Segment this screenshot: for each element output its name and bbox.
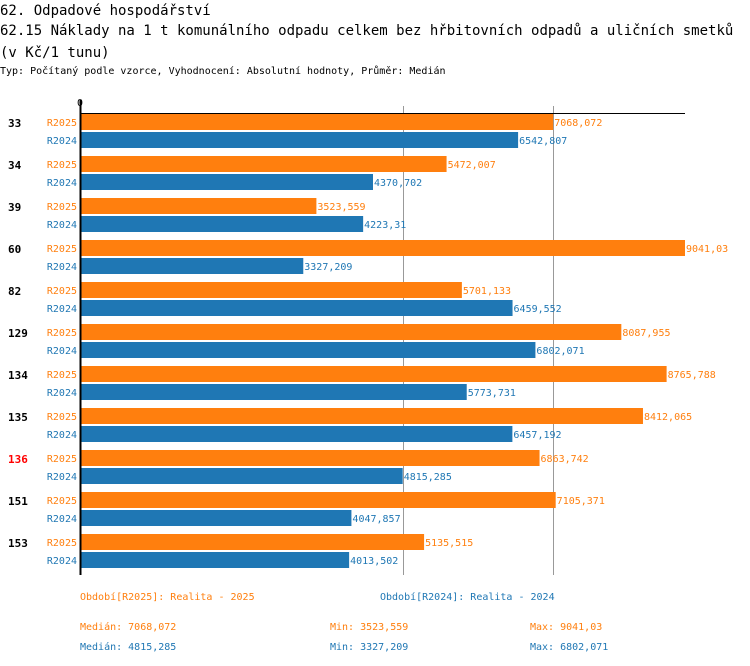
series-label: R2025	[47, 412, 77, 423]
legend-r2024: Období[R2024]: Realita - 2024	[380, 592, 555, 603]
value-label: 7068,072	[554, 118, 602, 129]
chart-title: 62.15 Náklady na 1 t komunálního odpadu …	[0, 23, 734, 61]
category-label: 136	[8, 453, 28, 466]
category-label: 135	[8, 411, 28, 424]
series-label: R2025	[47, 202, 77, 213]
bar-r2024	[81, 132, 519, 148]
series-label: R2024	[47, 556, 77, 567]
series-label: R2025	[47, 538, 77, 549]
category-label: 129	[8, 327, 28, 340]
bar-r2025	[81, 198, 317, 214]
bar-r2025	[81, 114, 554, 130]
series-label: R2025	[47, 118, 77, 129]
bar-r2025	[81, 240, 685, 256]
series-label: R2025	[47, 328, 77, 339]
chart-subtitle: Typ: Počítaný podle vzorce, Vyhodnocení:…	[0, 66, 446, 77]
value-label: 4223,31	[364, 220, 406, 231]
bar-r2025	[81, 450, 540, 466]
series-label: R2024	[47, 178, 77, 189]
series-label: R2024	[47, 388, 77, 399]
series-label: R2024	[47, 136, 77, 147]
bar-r2025	[81, 408, 643, 424]
value-label: 4013,502	[350, 556, 398, 567]
value-label: 4047,857	[352, 514, 400, 525]
max-r2025: Max: 9041,03	[530, 622, 603, 633]
value-label: 5472,007	[448, 160, 496, 171]
category-label: 33	[8, 117, 21, 130]
bar-r2025	[81, 534, 425, 550]
min-r2024: Min: 3327,209	[330, 642, 409, 653]
series-label: R2024	[47, 472, 77, 483]
value-label: 5135,515	[425, 538, 473, 549]
value-label: 7105,371	[557, 496, 605, 507]
category-label: 153	[8, 537, 28, 550]
value-label: 4815,285	[404, 472, 452, 483]
series-label: R2025	[47, 370, 77, 381]
bar-r2025	[81, 282, 462, 298]
bar-r2024	[81, 342, 536, 358]
series-label: R2024	[47, 262, 77, 273]
series-label: R2025	[47, 244, 77, 255]
value-label: 6802,071	[536, 346, 584, 357]
value-label: 8765,788	[668, 370, 716, 381]
bar-r2024	[81, 510, 352, 526]
series-label: R2024	[47, 346, 77, 357]
value-label: 8412,065	[644, 412, 692, 423]
value-label: 4370,702	[374, 178, 422, 189]
bar-r2024	[81, 258, 304, 274]
bar-r2024	[81, 384, 467, 400]
series-label: R2024	[47, 220, 77, 231]
bar-r2025	[81, 324, 622, 340]
bar-r2025	[81, 156, 447, 172]
value-label: 6457,192	[513, 430, 561, 441]
bar-r2025	[81, 492, 556, 508]
bar-r2024	[81, 174, 373, 190]
bar-r2025	[81, 366, 667, 382]
median-r2025: Medián: 7068,072	[80, 622, 177, 633]
section-title: 62. Odpadové hospodářství	[0, 3, 211, 19]
legend-r2025: Období[R2025]: Realita - 2025	[80, 592, 255, 603]
bar-r2024	[81, 552, 350, 568]
category-label: 34	[8, 159, 22, 172]
series-label: R2025	[47, 454, 77, 465]
median-r2024: Medián: 4815,285	[80, 642, 177, 653]
category-label: 151	[8, 495, 28, 508]
value-label: 6459,552	[514, 304, 562, 315]
series-label: R2025	[47, 286, 77, 297]
category-label: 82	[8, 285, 21, 298]
value-label: 6863,742	[541, 454, 589, 465]
value-label: 3523,559	[317, 202, 365, 213]
bar-r2024	[81, 300, 513, 316]
max-r2024: Max: 6802,071	[530, 642, 609, 653]
min-r2025: Min: 3523,559	[330, 622, 409, 633]
value-label: 5701,133	[463, 286, 511, 297]
series-label: R2025	[47, 160, 77, 171]
value-label: 6542,807	[519, 136, 567, 147]
category-label: 39	[8, 201, 21, 214]
value-label: 5773,731	[468, 388, 516, 399]
bar-r2024	[81, 426, 513, 442]
bar-r2024	[81, 216, 364, 232]
category-label: 134	[8, 369, 28, 382]
series-label: R2024	[47, 304, 77, 315]
series-label: R2024	[47, 514, 77, 525]
value-label: 3327,209	[304, 262, 352, 273]
series-label: R2025	[47, 496, 77, 507]
bar-r2024	[81, 468, 403, 484]
value-label: 8087,955	[622, 328, 670, 339]
value-label: 9041,03	[686, 244, 728, 255]
series-label: R2024	[47, 430, 77, 441]
category-label: 60	[8, 243, 21, 256]
